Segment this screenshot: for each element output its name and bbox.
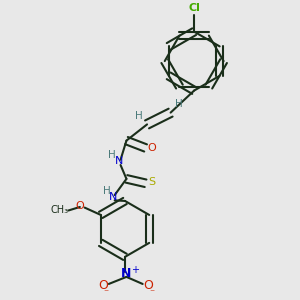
Text: H: H [103, 186, 111, 196]
Text: O: O [144, 279, 154, 292]
Text: ⁻: ⁻ [103, 288, 108, 298]
Text: H: H [135, 111, 143, 121]
Text: N: N [109, 191, 117, 202]
Text: H: H [175, 99, 183, 110]
Text: ⁻: ⁻ [149, 288, 154, 298]
Text: S: S [148, 177, 156, 187]
Text: O: O [75, 201, 84, 211]
Text: N: N [115, 156, 123, 166]
Text: +: + [131, 265, 139, 275]
Text: H: H [108, 150, 116, 160]
Text: CH₃: CH₃ [50, 205, 69, 215]
Text: O: O [148, 143, 156, 153]
Text: N: N [121, 267, 132, 280]
Text: Cl: Cl [188, 2, 200, 13]
Text: O: O [98, 279, 108, 292]
